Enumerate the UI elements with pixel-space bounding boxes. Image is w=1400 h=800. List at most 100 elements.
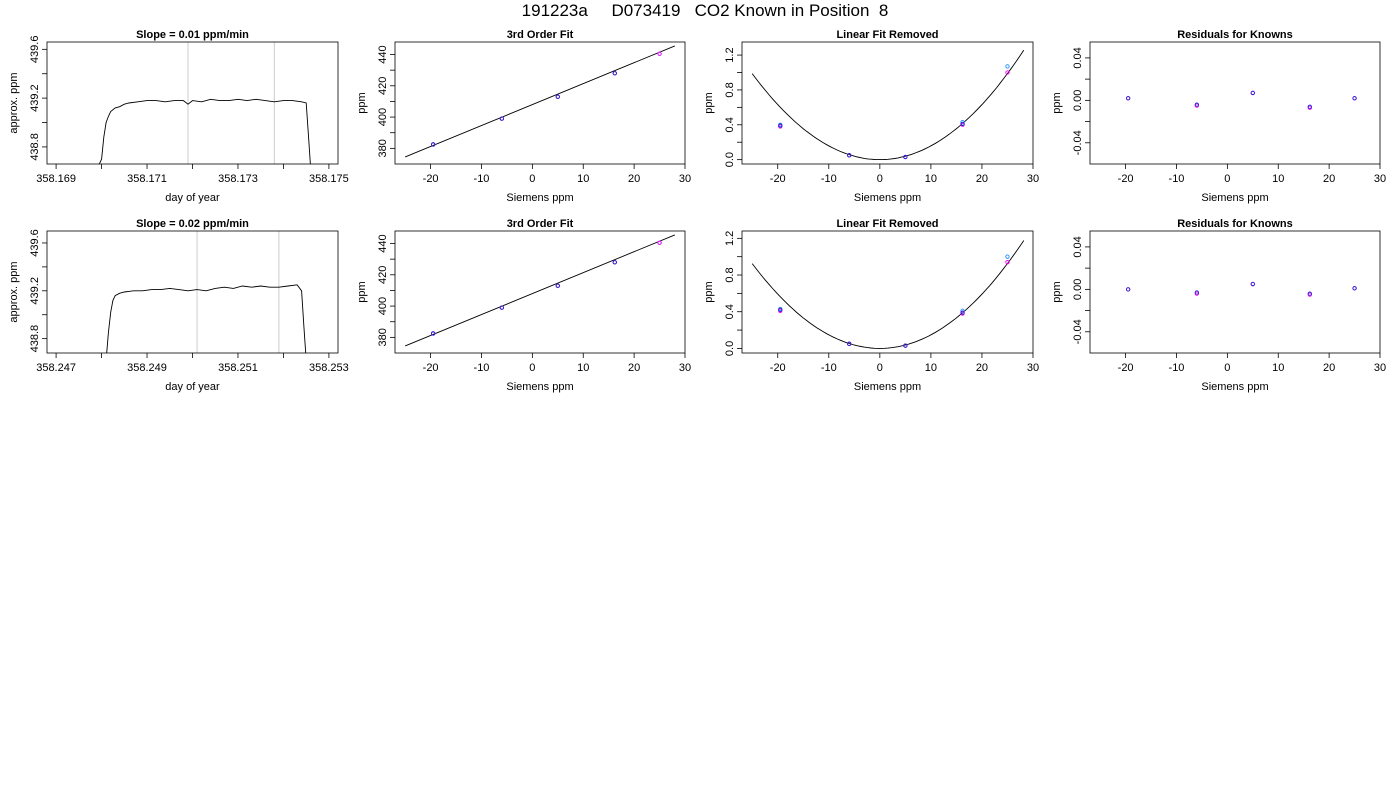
data-point — [960, 310, 965, 315]
x-tick-label: 30 — [679, 173, 691, 185]
data-point — [499, 116, 504, 121]
x-tick-label: 10 — [925, 173, 937, 185]
y-tick-label: 1.2 — [724, 231, 736, 246]
y-axis-label: ppm — [356, 281, 368, 302]
x-tick-label: 30 — [1027, 362, 1039, 374]
plot-area — [1126, 281, 1357, 297]
x-tick-label: 0 — [877, 173, 883, 185]
plot-area — [98, 42, 311, 164]
x-axis-label: Siemens ppm — [506, 381, 573, 393]
panel-6: 3rd Order Fit -20 -10 0 10 20 30 380 400 420 440 Si… — [356, 218, 691, 393]
x-tick-label: 20 — [628, 173, 640, 185]
y-tick-label: 420 — [377, 77, 389, 95]
y-tick-label: 0.0 — [724, 341, 736, 356]
x-tick-label: 30 — [1374, 362, 1386, 374]
panel-title: Residuals for Knowns — [1177, 29, 1293, 41]
panel-title: Linear Fit Removed — [836, 218, 938, 230]
plot-frame — [1089, 230, 1381, 354]
data-point — [960, 121, 965, 127]
data-point — [612, 71, 617, 76]
x-tick-label: 20 — [628, 362, 640, 374]
y-axis-label: ppm — [356, 92, 368, 113]
x-axis-label: day of year — [165, 192, 220, 204]
data-point — [778, 307, 783, 313]
y-tick-label: 438.8 — [29, 325, 41, 353]
plot-frame — [741, 41, 1034, 165]
panel-3: Linear Fit Removed -20 -10 0 10 20 30 0.0 0.4 0.8… — [703, 29, 1039, 204]
x-axis-label: Siemens ppm — [506, 192, 573, 204]
data-point — [903, 154, 908, 160]
x-tick-label: 30 — [1374, 173, 1386, 185]
data-point — [1307, 104, 1312, 109]
y-tick-label: 0.4 — [724, 117, 736, 132]
panel-1: Slope = 0.01 ppm/min 358.169 358.171 358.17… — [8, 29, 349, 204]
y-tick-label: 400 — [377, 297, 389, 315]
data-point — [1194, 290, 1199, 295]
x-tick-label: 30 — [679, 362, 691, 374]
panel-title: Slope = 0.02 ppm/min — [136, 218, 249, 230]
panel-5: Slope = 0.02 ppm/min 358.247 358.249 358.25… — [8, 218, 349, 393]
x-tick-label: -10 — [821, 362, 837, 374]
y-axis-label: ppm — [1051, 92, 1063, 113]
y-tick-label: -0.04 — [1072, 319, 1084, 344]
y-tick-label: 440 — [377, 45, 389, 63]
x-tick-label: 20 — [976, 362, 988, 374]
data-point — [555, 283, 560, 288]
x-axis-label: day of year — [165, 381, 220, 393]
data-point — [1250, 90, 1255, 96]
panel-title: 3rd Order Fit — [507, 218, 574, 230]
x-tick-label: -10 — [1169, 362, 1185, 374]
y-tick-label: 380 — [377, 328, 389, 346]
y-tick-label: 439.2 — [29, 84, 41, 112]
x-tick-label: -20 — [770, 362, 786, 374]
plot-frame — [394, 230, 686, 354]
data-point — [1005, 260, 1010, 265]
y-tick-label: 439.6 — [29, 229, 41, 257]
x-tick-label: 358.169 — [36, 173, 76, 185]
x-tick-label: 10 — [1272, 362, 1284, 374]
fit-line — [405, 234, 675, 347]
plot-area — [1126, 90, 1357, 110]
y-tick-label: 420 — [377, 266, 389, 284]
y-tick-label: 1.2 — [724, 47, 736, 62]
plot-frame — [741, 230, 1034, 354]
data-point — [431, 331, 436, 336]
x-tick-label: -20 — [1118, 362, 1134, 374]
data-point — [847, 153, 852, 158]
x-tick-label: -10 — [474, 362, 490, 374]
data-point — [847, 341, 852, 346]
data-point — [499, 305, 504, 310]
panel-8: Residuals for Knowns -20 -10 0 10 20 30 -0.04 0.… — [1051, 218, 1386, 393]
y-tick-label: 440 — [377, 234, 389, 252]
y-tick-label: 0.8 — [724, 267, 736, 282]
x-tick-label: -10 — [474, 173, 490, 185]
y-tick-label: 0.00 — [1072, 90, 1084, 111]
x-tick-label: 358.173 — [218, 173, 258, 185]
x-tick-label: -20 — [1118, 173, 1134, 185]
x-tick-label: 30 — [1027, 173, 1039, 185]
panel-title: Linear Fit Removed — [836, 29, 938, 41]
data-point — [555, 94, 560, 99]
data-point — [1005, 64, 1010, 69]
fit-curve — [751, 240, 1025, 349]
panel-title: Slope = 0.01 ppm/min — [136, 29, 249, 41]
y-tick-label: 0.4 — [724, 304, 736, 319]
x-axis-label: Siemens ppm — [854, 192, 921, 204]
y-tick-label: 0.00 — [1072, 279, 1084, 300]
y-axis-label: approx. ppm — [8, 72, 20, 133]
x-tick-label: 0 — [529, 173, 535, 185]
data-point — [778, 123, 783, 128]
data-point — [431, 142, 436, 147]
data-point — [960, 120, 965, 125]
data-point — [1126, 287, 1131, 292]
x-tick-label: 10 — [577, 362, 589, 374]
x-tick-label: -20 — [423, 173, 439, 185]
x-tick-label: -20 — [423, 362, 439, 374]
y-axis-label: ppm — [703, 92, 715, 113]
x-tick-label: 20 — [1323, 362, 1335, 374]
data-point — [1005, 70, 1010, 75]
x-tick-label: 358.247 — [36, 362, 76, 374]
x-tick-label: 358.253 — [309, 362, 349, 374]
panel-4: Residuals for Knowns -20 -10 0 10 20 30 -0.04 0.… — [1051, 29, 1386, 204]
